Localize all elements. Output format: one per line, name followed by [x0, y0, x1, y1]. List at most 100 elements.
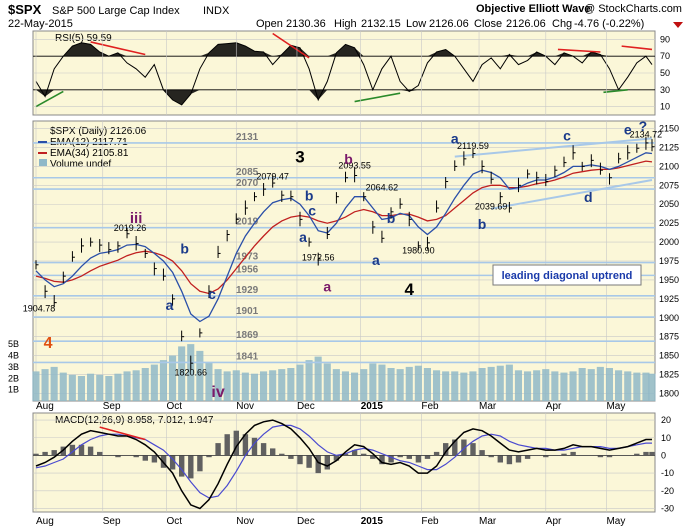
price-tick-label: 2150 [659, 124, 679, 134]
macd-histogram-bar [443, 443, 449, 456]
macd-histogram-bar [415, 455, 422, 463]
macd-tick-label: -10 [661, 468, 674, 478]
price-level-label: 1904.78 [23, 304, 56, 314]
month-tick-label: Mar [479, 401, 497, 412]
price-level-label: 1972.56 [302, 252, 335, 262]
index-name: S&P 500 Large Cap Index [52, 5, 180, 17]
macd-histogram-bar [270, 448, 276, 456]
macd-divergence-line [99, 426, 146, 441]
volume-bar [123, 371, 131, 401]
macd-tick-label: 0 [661, 450, 666, 460]
wave-label: d [584, 189, 593, 205]
macd-histogram-bar [188, 455, 194, 479]
macd-histogram-bar [87, 446, 94, 456]
macd-histogram-bar [306, 455, 312, 468]
rsi-tick-label: 70 [660, 51, 670, 61]
volume-bar [405, 366, 413, 401]
rsi-tick-label: 30 [660, 85, 670, 95]
month-tick-label: Feb [421, 516, 439, 527]
macd-histogram-bar [333, 455, 340, 461]
macd-histogram-bar [169, 455, 176, 470]
volume-bar [442, 371, 450, 401]
volume-bar [196, 350, 204, 401]
wave-label: c [563, 128, 571, 144]
diagonal-upper-line [454, 137, 653, 158]
price-tick-label: 2000 [659, 237, 679, 247]
volume-bar [159, 360, 167, 401]
open-label: Open [256, 18, 283, 30]
macd-histogram-bar [42, 451, 48, 456]
macd-tick-label: 10 [661, 433, 671, 443]
wave-label: b [387, 210, 396, 226]
macd-histogram-bar [297, 455, 303, 465]
macd-histogram-bar [479, 450, 485, 456]
volume-bar [77, 376, 85, 401]
macd-histogram-bar [33, 453, 39, 456]
rsi-tick-label: 50 [660, 68, 670, 78]
volume-bar [423, 368, 431, 401]
macd-histogram-bar [488, 455, 494, 458]
macd-panel [32, 412, 656, 513]
volume-bar [387, 368, 395, 401]
volume-bar [487, 366, 495, 401]
macd-histogram-bar [452, 439, 458, 456]
support-level-label: 1869 [236, 330, 259, 341]
volume-bar [505, 364, 513, 401]
volume-bar [433, 370, 441, 401]
macd-histogram-bar [561, 453, 567, 456]
macd-line [35, 419, 652, 510]
month-tick-label: 2015 [361, 516, 384, 527]
rsi-divergence-line [90, 41, 146, 56]
rsi-oversold-fill [36, 89, 652, 105]
diagonal-lower-line [490, 179, 653, 210]
volume-bar [460, 372, 468, 401]
rsi-divergence-line [557, 48, 601, 53]
volume-bar [250, 373, 258, 401]
price-tick-label: 1825 [659, 370, 679, 380]
volume-bar [323, 363, 331, 401]
volume-bar [642, 372, 650, 401]
volume-bar [68, 374, 76, 401]
macd-histogram-bar [260, 443, 267, 456]
macd-histogram-bar [543, 455, 549, 458]
volume-bar [269, 370, 277, 401]
macd-histogram-bar [179, 455, 185, 477]
month-tick-label: May [606, 516, 625, 527]
volume-bar [296, 364, 304, 401]
wave-label: 4 [405, 280, 415, 299]
rsi-divergence-line [35, 90, 64, 108]
volume-bar [287, 368, 295, 401]
price-tick-label: 1975 [659, 256, 679, 266]
support-level-label: 1929 [236, 285, 259, 296]
macd-histogram-bar [197, 455, 203, 472]
volume-swatch [39, 159, 47, 166]
volume-bar [214, 369, 222, 401]
rsi-divergence-line [354, 92, 401, 103]
volume-bar [360, 369, 368, 401]
month-tick-label: Oct [166, 516, 182, 527]
volume-bar [178, 346, 186, 401]
macd-histogram-bar [524, 455, 531, 459]
wave-label: b [344, 151, 353, 167]
wave-label: ? [639, 118, 648, 134]
volume-legend: Volume undef [50, 159, 111, 170]
price-tick-label: 1925 [659, 294, 679, 304]
volume-bar [524, 371, 532, 401]
month-tick-label: Sep [103, 401, 121, 412]
macd-histogram-bar [649, 451, 655, 456]
macd-histogram-bar [497, 455, 503, 463]
wave-label: a [166, 297, 174, 313]
volume-bar [378, 364, 386, 401]
macd-histogram-bar [51, 450, 57, 456]
price-level-label: 1820.66 [174, 367, 207, 377]
price-tick-label: 1950 [659, 275, 679, 285]
month-tick-label: Nov [236, 516, 254, 527]
month-tick-label: 2015 [361, 401, 384, 412]
price-level-label: 1980.90 [402, 245, 435, 255]
macd-histogram-bar [315, 455, 321, 474]
macd-histogram-bar [597, 455, 604, 458]
chg-value: -4.76 (-0.22%) [574, 18, 644, 30]
ema12-line [35, 152, 653, 323]
macd-histogram-bar [324, 455, 330, 470]
